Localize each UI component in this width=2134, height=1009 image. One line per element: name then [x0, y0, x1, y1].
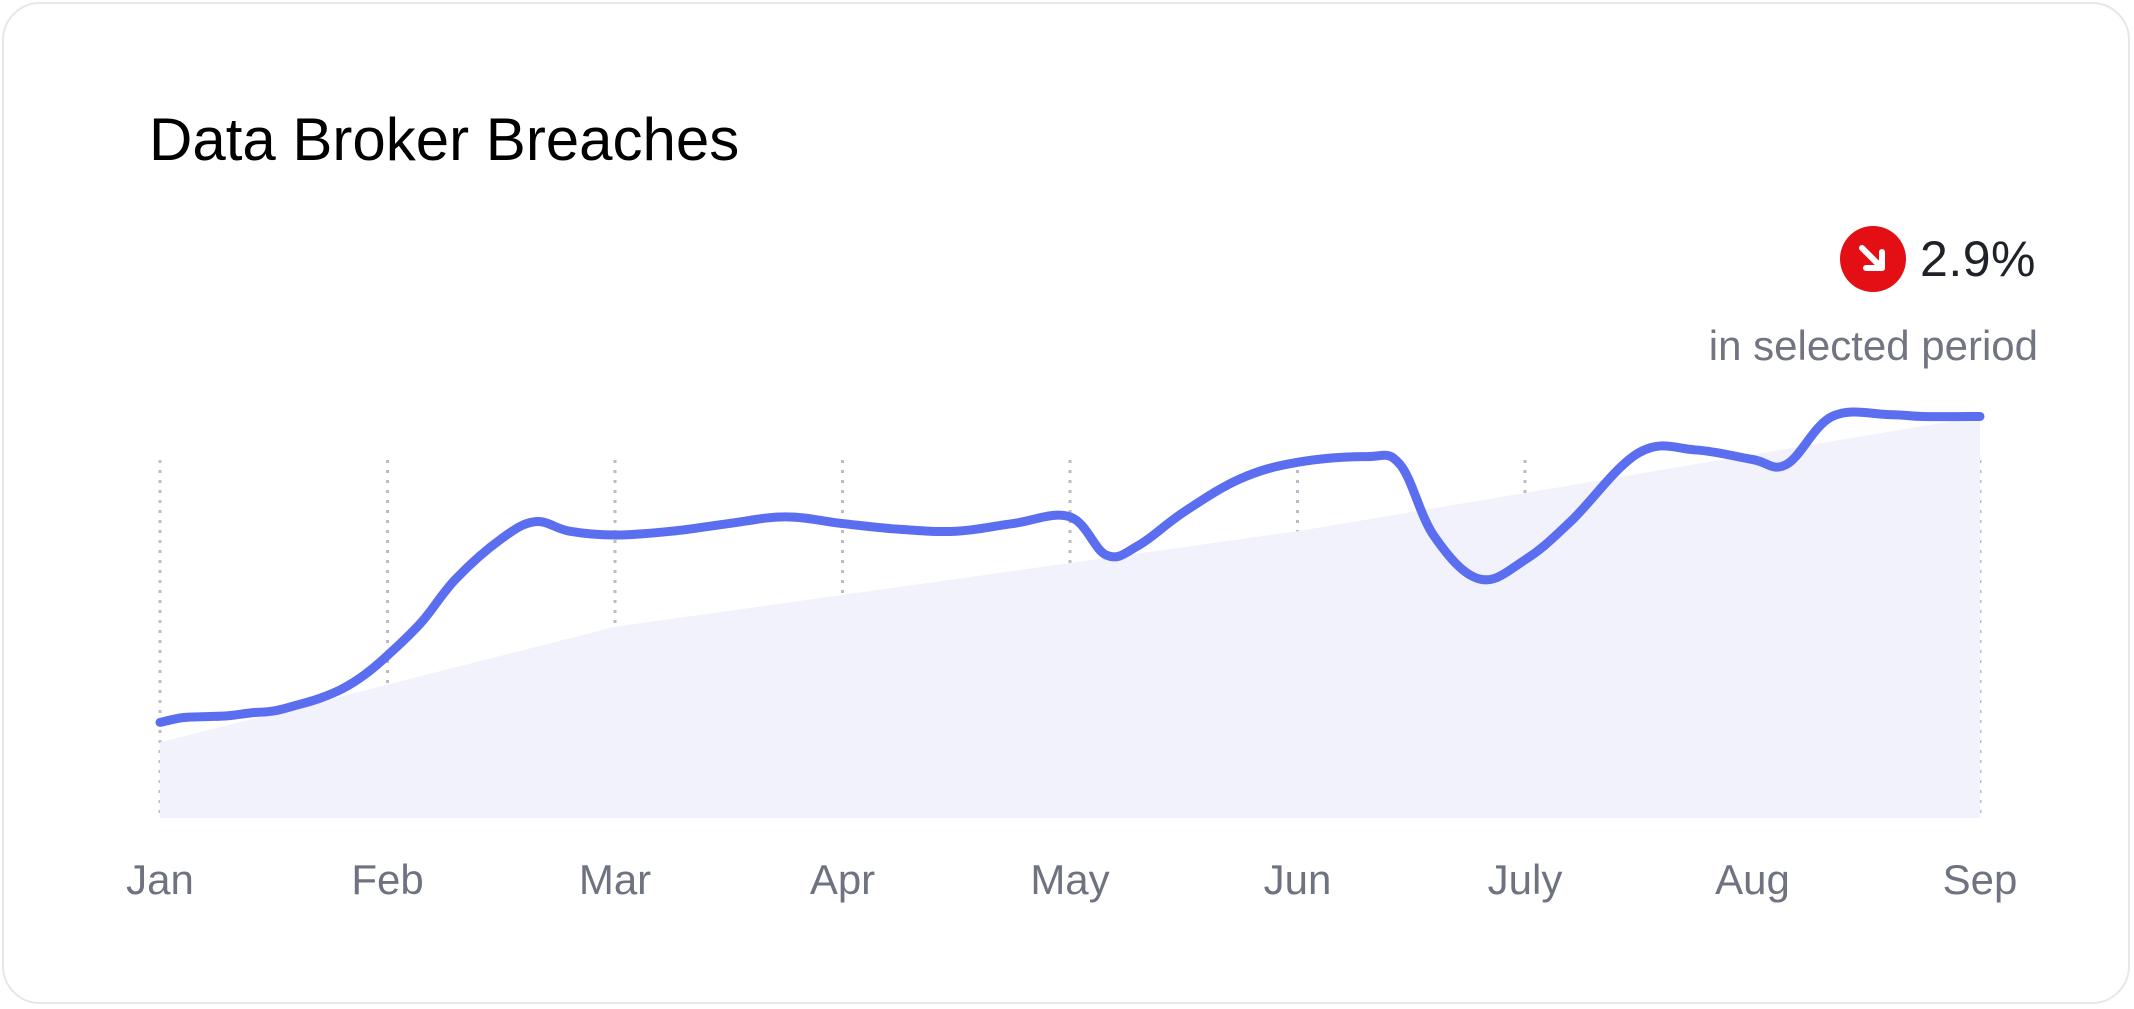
- area-fill: [160, 416, 1980, 818]
- x-axis-labels: Jan Feb Mar Apr May Jun July Aug Sep: [126, 856, 2017, 903]
- arrow-down-right-glyph: [1859, 245, 1886, 271]
- arrow-down-right-icon: [1840, 226, 1907, 292]
- x-tick-label: Apr: [810, 856, 875, 903]
- line-layer: [155, 407, 1985, 727]
- change-value: 2.9%: [1920, 231, 2036, 287]
- area-layer: [160, 416, 1980, 818]
- x-tick-label: May: [1030, 856, 1109, 903]
- change-indicator: 2.9%: [1840, 226, 2036, 292]
- x-tick-label: Sep: [1943, 856, 2018, 903]
- change-caption: in selected period: [1708, 322, 2038, 369]
- x-tick-label: Feb: [351, 856, 423, 903]
- card-title: Data Broker Breaches: [149, 106, 740, 173]
- x-tick-label: Mar: [579, 856, 651, 903]
- x-tick-label: July: [1488, 856, 1563, 903]
- x-tick-label: Jun: [1264, 856, 1332, 903]
- x-tick-label: Aug: [1715, 856, 1790, 903]
- series-line: [155, 407, 1985, 727]
- x-tick-label: Jan: [126, 856, 194, 903]
